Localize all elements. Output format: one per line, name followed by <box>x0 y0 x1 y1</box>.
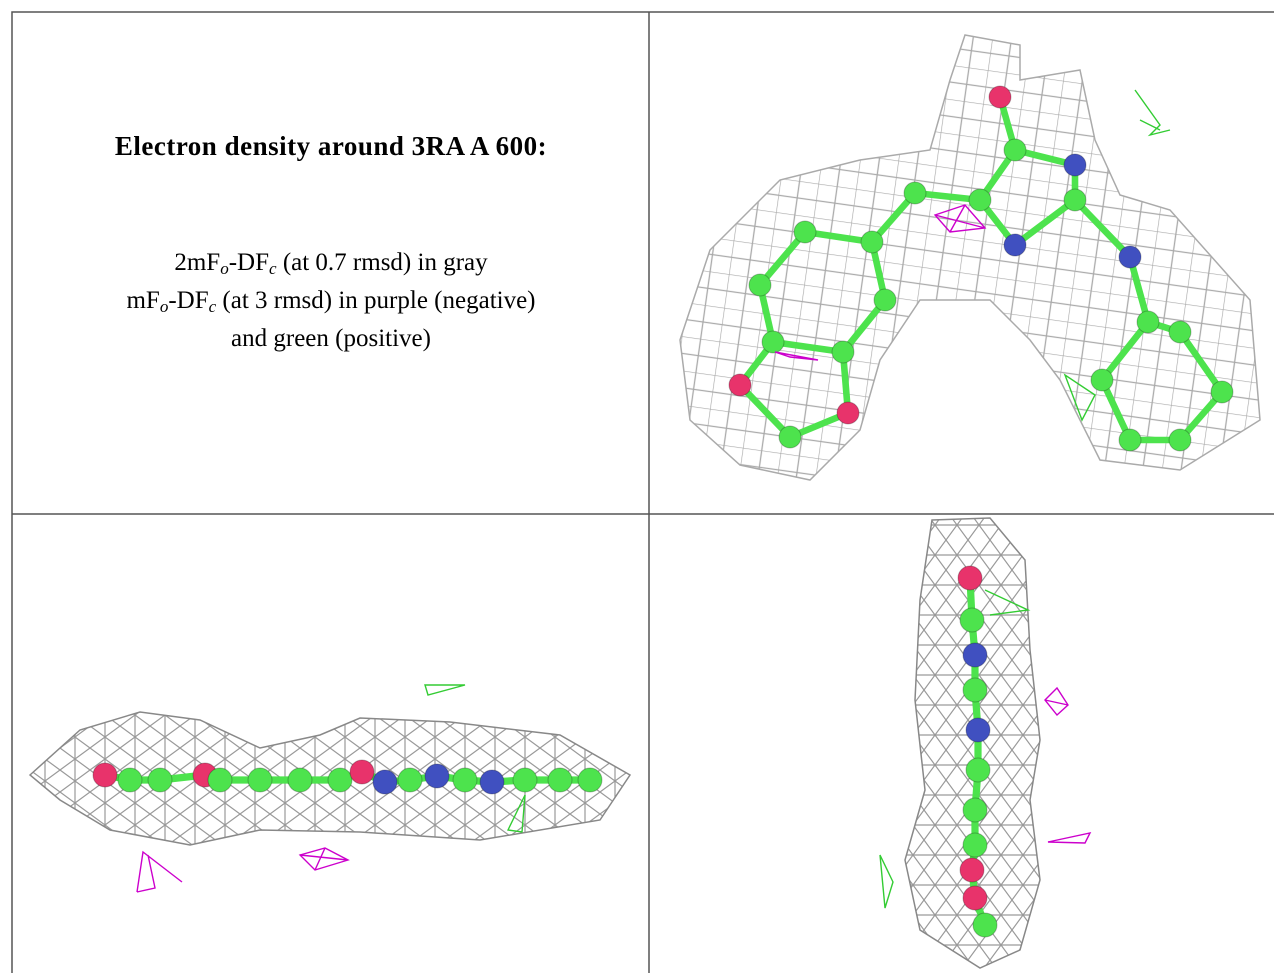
caption-text: -DF <box>228 249 270 276</box>
atom <box>962 832 988 858</box>
caption-text: -DF <box>168 287 209 314</box>
atom <box>761 330 785 354</box>
atom <box>327 767 353 793</box>
atom <box>1003 138 1027 162</box>
atom <box>873 288 897 312</box>
atom <box>1210 380 1234 404</box>
atom <box>962 885 988 911</box>
molecule-side <box>92 759 603 795</box>
bond <box>1177 330 1225 394</box>
atom <box>147 767 173 793</box>
difference-density <box>136 89 1171 909</box>
bond <box>1072 197 1133 260</box>
atom <box>972 912 998 938</box>
caption-text: 2mF <box>174 249 221 276</box>
subscript: c <box>269 259 277 278</box>
atom <box>287 767 313 793</box>
bond <box>1013 197 1077 248</box>
atom <box>831 340 855 364</box>
atom <box>247 767 273 793</box>
caption-text: (at 3 rmsd) in purple (negative) <box>216 287 536 314</box>
molecule-top <box>728 85 1234 452</box>
atom <box>1003 233 1027 257</box>
atom <box>962 642 988 668</box>
atom <box>1090 368 1114 392</box>
atom <box>962 677 988 703</box>
atom <box>207 767 233 793</box>
atom <box>836 401 860 425</box>
bond <box>757 229 808 288</box>
atom <box>577 767 603 793</box>
atom <box>452 767 478 793</box>
bond <box>840 297 888 355</box>
atom <box>793 220 817 244</box>
atom <box>778 425 802 449</box>
atom <box>968 188 992 212</box>
atom <box>988 85 1012 109</box>
atom <box>372 769 398 795</box>
caption-title: Electron density around 3RA A 600: <box>114 131 548 161</box>
atom <box>349 759 375 785</box>
atom <box>748 273 772 297</box>
atom <box>512 767 538 793</box>
atom <box>1063 188 1087 212</box>
atom <box>959 607 985 633</box>
atom <box>547 767 573 793</box>
atom <box>424 763 450 789</box>
atom <box>903 181 927 205</box>
caption-text: and green (positive) <box>231 325 431 352</box>
atom <box>117 767 143 793</box>
atom <box>957 565 983 591</box>
atom <box>965 757 991 783</box>
bond <box>1099 378 1133 442</box>
density-mesh-end <box>904 517 1041 969</box>
bond <box>804 228 873 246</box>
bond <box>1126 256 1152 323</box>
atom <box>1168 320 1192 344</box>
atom <box>1118 245 1142 269</box>
atom <box>860 230 884 254</box>
atom <box>92 762 118 788</box>
subscript: o <box>159 297 169 316</box>
atom <box>479 769 505 795</box>
atom <box>397 767 423 793</box>
atom <box>728 373 752 397</box>
caption-text: mF <box>126 287 160 314</box>
caption-text: (at 0.7 rmsd) in gray <box>276 249 488 276</box>
caption-line: and green (positive) <box>13 320 649 358</box>
atom <box>1136 310 1160 334</box>
molecule-end <box>957 565 998 938</box>
caption-line: mFo-DFc (at 3 rmsd) in purple (negative) <box>13 282 649 320</box>
bond <box>737 382 793 440</box>
subscript: o <box>220 259 229 278</box>
atom <box>1168 428 1192 452</box>
bond <box>772 338 844 356</box>
caption-line: 2mFo-DFc (at 0.7 rmsd) in gray <box>13 244 649 282</box>
caption: Electron density around 3RA A 600: 2mFo-… <box>13 13 649 513</box>
atom <box>965 717 991 743</box>
caption-lines: 2mFo-DFc (at 0.7 rmsd) in gray mFo-DFc (a… <box>13 244 649 358</box>
frame <box>11 11 1274 973</box>
atom <box>959 857 985 883</box>
subscript: c <box>208 297 217 316</box>
atom <box>1118 428 1142 452</box>
atom <box>962 797 988 823</box>
atom <box>1063 153 1087 177</box>
bond <box>1099 319 1151 383</box>
